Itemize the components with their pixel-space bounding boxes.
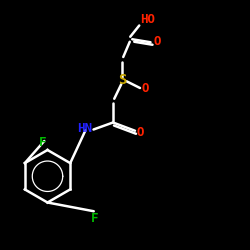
Text: HN: HN xyxy=(78,122,92,136)
Text: F: F xyxy=(91,212,99,225)
Text: O: O xyxy=(136,126,144,138)
Text: HO: HO xyxy=(140,13,156,26)
Text: S: S xyxy=(118,74,126,88)
Text: O: O xyxy=(153,35,161,48)
Text: F: F xyxy=(39,136,46,149)
Text: O: O xyxy=(141,82,149,94)
